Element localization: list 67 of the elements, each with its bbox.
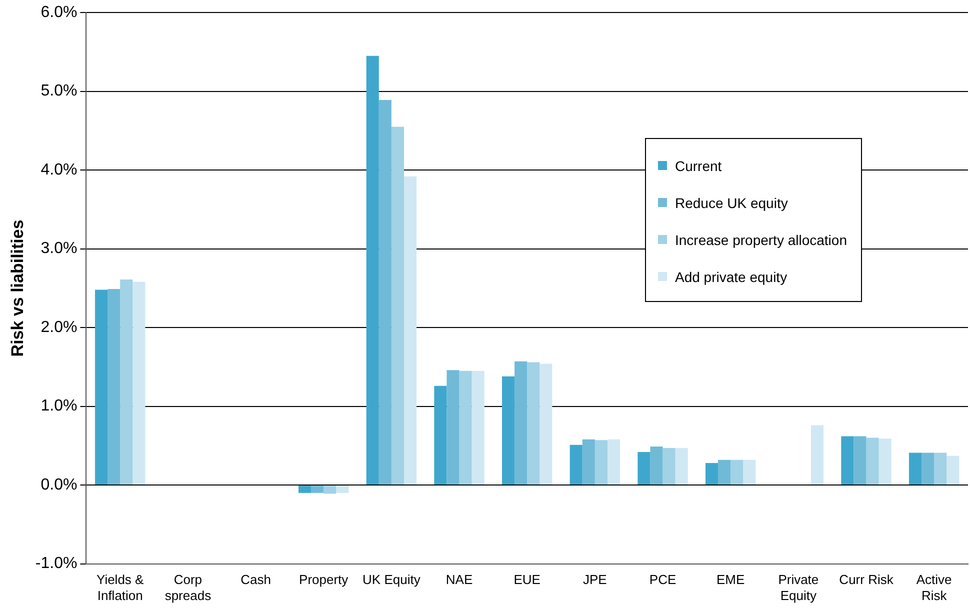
bar (841, 436, 854, 485)
bar (311, 486, 324, 493)
bar (324, 486, 336, 494)
bar (527, 362, 540, 485)
bar (434, 386, 447, 485)
bar (336, 486, 349, 493)
y-tick-label: 5.0% (40, 82, 78, 100)
x-tick-label: Active Risk (916, 572, 952, 603)
y-tick-label: -1.0% (35, 555, 78, 572)
bar (908, 452, 922, 485)
bar (95, 290, 108, 485)
bar (582, 439, 595, 485)
bar (718, 460, 731, 485)
bar (132, 282, 146, 485)
x-tick-label: Corp spreads (164, 572, 212, 603)
y-tick-label: 6.0% (40, 4, 78, 22)
legend-label: Reduce UK equity (675, 194, 788, 210)
bar (391, 126, 404, 485)
y-tick-label: 4.0% (40, 161, 78, 178)
x-tick-label: PCE (649, 572, 676, 588)
bar (675, 448, 688, 485)
x-tick-label: UK Equity (362, 572, 421, 588)
bar (946, 456, 960, 485)
x-tick-label: JPE (583, 572, 608, 588)
bar (540, 364, 552, 485)
bar (298, 486, 312, 493)
y-tick-label: 2.0% (40, 318, 78, 336)
legend-label: Add private equity (675, 268, 788, 284)
bar (108, 288, 120, 485)
bar (607, 439, 620, 485)
bar (472, 370, 484, 485)
x-tick-label: Cash (240, 572, 271, 588)
x-tick-label: Yields & Inflation (96, 572, 144, 603)
bar (459, 370, 472, 485)
y-tick-label: 1.0% (40, 398, 78, 415)
bar (922, 452, 934, 485)
legend-label: Current (675, 158, 722, 174)
x-tick-label: EME (716, 572, 746, 588)
bar (934, 452, 947, 485)
x-tick-label: Property (299, 572, 349, 588)
bar (404, 176, 417, 485)
bar (446, 370, 460, 485)
y-tick-label: 0.0% (40, 476, 78, 494)
bar (366, 56, 379, 485)
bar (878, 438, 892, 485)
bar (594, 440, 608, 485)
y-axis-title: Risk vs liabilities (8, 220, 27, 357)
bar (662, 448, 676, 485)
bar (730, 460, 744, 485)
bar (650, 446, 663, 485)
bar (743, 460, 756, 485)
x-tick-label: Private Equity (778, 572, 819, 603)
y-tick-label: 3.0% (40, 240, 78, 258)
bar (502, 376, 515, 485)
bar (705, 463, 718, 485)
bar (120, 280, 133, 485)
bar (570, 444, 582, 485)
x-tick-label: NAE (446, 572, 473, 588)
bar (514, 361, 528, 485)
x-tick-label: Curr Risk (839, 572, 894, 588)
bar (638, 452, 650, 485)
bar (854, 436, 866, 485)
bar (866, 438, 879, 485)
bar (378, 100, 392, 485)
x-tick-label: EUE (514, 572, 541, 588)
bar (810, 425, 824, 485)
legend-label: Increase property allocation (675, 232, 847, 248)
